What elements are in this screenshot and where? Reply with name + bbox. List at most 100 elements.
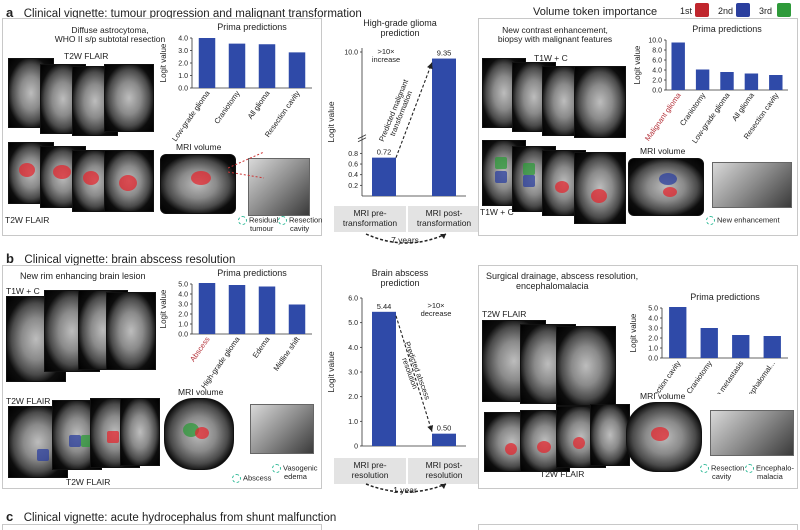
section-b-header: b Clinical vignette: brain abscess resol… (6, 250, 235, 268)
chart-b-left: Prima predictions Logit value 0.0 1.0 2.0 3.0… (159, 268, 312, 390)
bar (700, 328, 718, 358)
chart-a-right: Prima predictions Logit value 0.0 2.0 4.0 6.0… (633, 24, 788, 145)
mri-slice (106, 292, 156, 370)
bar (288, 52, 306, 88)
y-axis-label: Logit value (159, 289, 168, 328)
b-left-caption: New rim enhancing brain lesion (20, 271, 146, 281)
bar (258, 286, 276, 334)
legend-title: Volume token importance (533, 6, 658, 18)
bar-value-label: 5.44 (377, 302, 392, 311)
legend-first-label: 1st (680, 6, 693, 16)
a-interval-arrow (365, 233, 447, 244)
y-axis-label: Logit value (159, 43, 168, 82)
a-center-title: High-grade glioma prediction (363, 18, 437, 38)
y-tick-label: 1.0 (648, 346, 658, 353)
y-axis-label: Logit value (326, 351, 336, 392)
a-right-caption: New contrast enhancement, biopsy with mal… (497, 25, 613, 45)
bar (198, 38, 216, 88)
y-tick-label: 4.0 (178, 36, 188, 43)
a-interval-label: 7 years (391, 235, 419, 245)
y-tick-label: 2.0 (648, 336, 658, 343)
y-tick-label: 0.0 (648, 356, 658, 363)
residual-tumour-label: Residual tumour (238, 216, 278, 233)
mri-volume-cube (250, 404, 314, 454)
x-tick-label: Resection cavity (644, 359, 683, 394)
y-tick-label: 2.0 (178, 312, 188, 319)
legend-first-swatch (695, 3, 709, 17)
b-interval-arrow (365, 483, 447, 493)
x-tick-label: Craniotomy (685, 359, 715, 394)
a-left-mri-volume-label: MRI volume (176, 142, 222, 152)
y-tick-label: 8.0 (652, 48, 662, 55)
chart-b-right: Prima predictions Logit value 0.0 1.0 2.0 3.0… (629, 292, 788, 394)
y-tick-label: 0.0 (652, 88, 662, 95)
y-tick-label: 5.0 (348, 320, 358, 327)
mri-slice (104, 150, 154, 212)
y-tick-label: 6.0 (348, 296, 358, 303)
bar-value-label: 0.50 (437, 424, 452, 433)
panel-c-right (478, 524, 798, 530)
bar (695, 69, 710, 90)
mri-volume-cube (712, 162, 792, 208)
mri-volume-image (164, 398, 234, 470)
bar (228, 43, 246, 88)
mri-volume-cube (710, 410, 794, 456)
a-right-t1w-c-top: T1W + C (534, 53, 568, 63)
bar (671, 42, 685, 90)
mri-slice (590, 404, 630, 466)
bar (432, 433, 456, 446)
a-pre-label: MRI pre-transformation (334, 206, 406, 232)
y-tick-label: 0.4 (348, 172, 358, 179)
section-a-header: a Clinical vignette: tumour progression … (6, 4, 362, 22)
bar (669, 307, 687, 358)
chart-title: Prima predictions (692, 24, 762, 34)
bar (732, 335, 750, 358)
x-tick-label: Malignant glioma (643, 90, 683, 142)
y-tick-label: 5.0 (178, 282, 188, 289)
legend-second-swatch (736, 3, 750, 17)
section-b-label: b (6, 251, 14, 266)
trend-arrow (395, 315, 433, 432)
chart-title: Prima predictions (217, 268, 287, 278)
y-tick-label: 0.2 (348, 183, 358, 190)
x-tick-label: Abscess (188, 335, 212, 364)
bar (769, 75, 783, 90)
section-a-title: Clinical vignette: tumour progression an… (23, 8, 362, 20)
x-tick-label: All glioma (246, 88, 272, 120)
resection-cavity-b-label: Resection cavity (700, 464, 744, 481)
axis-break (357, 134, 367, 140)
mri-slice (104, 64, 154, 132)
axis-break (357, 137, 367, 143)
a-post-label: MRI post-transformation (408, 206, 480, 232)
y-tick-label: 0.0 (178, 86, 188, 93)
section-a-label: a (6, 5, 14, 20)
y-tick-label: 1.0 (178, 322, 188, 329)
mri-volume-image (628, 158, 704, 216)
b-post-label: MRI post-resolution (408, 458, 480, 484)
chart-title: Prima predictions (217, 22, 287, 32)
a-right-mri-volume-label: MRI volume (640, 146, 686, 156)
bar (228, 285, 246, 334)
y-tick-label: 6.0 (652, 58, 662, 65)
y-tick-label: 1.0 (348, 419, 358, 426)
section-c-label: c (6, 509, 14, 524)
y-tick-label: 3.0 (348, 370, 358, 377)
mri-volume-image (160, 154, 236, 214)
mri-slice (120, 398, 160, 466)
x-tick-label: Edema (251, 334, 272, 359)
x-tick-label: All glioma (730, 90, 756, 122)
b-decrease-label: >10× decrease (420, 301, 452, 319)
legend-second-label: 2nd (718, 6, 734, 16)
b-right-t2w-flair-bottom: T2W FLAIR (540, 469, 585, 479)
a-increase-label: >10× increase (371, 47, 401, 65)
y-tick-label: 10.0 (648, 38, 662, 45)
bar (288, 304, 306, 334)
x-tick-label: Low-grade glioma (170, 88, 212, 143)
a-left-t2w-flair-top: T2W FLAIR (64, 51, 109, 61)
a-left-caption: Diffuse astrocytoma, WHO II s/p subtotal … (54, 25, 166, 45)
bar (372, 311, 396, 446)
b-right-t2w-flair-top: T2W FLAIR (482, 309, 527, 319)
a-right-t1w-c-bottom: T1W + C (480, 207, 514, 217)
y-tick-label: 0 (354, 444, 358, 451)
y-tick-label: 2.0 (178, 61, 188, 68)
